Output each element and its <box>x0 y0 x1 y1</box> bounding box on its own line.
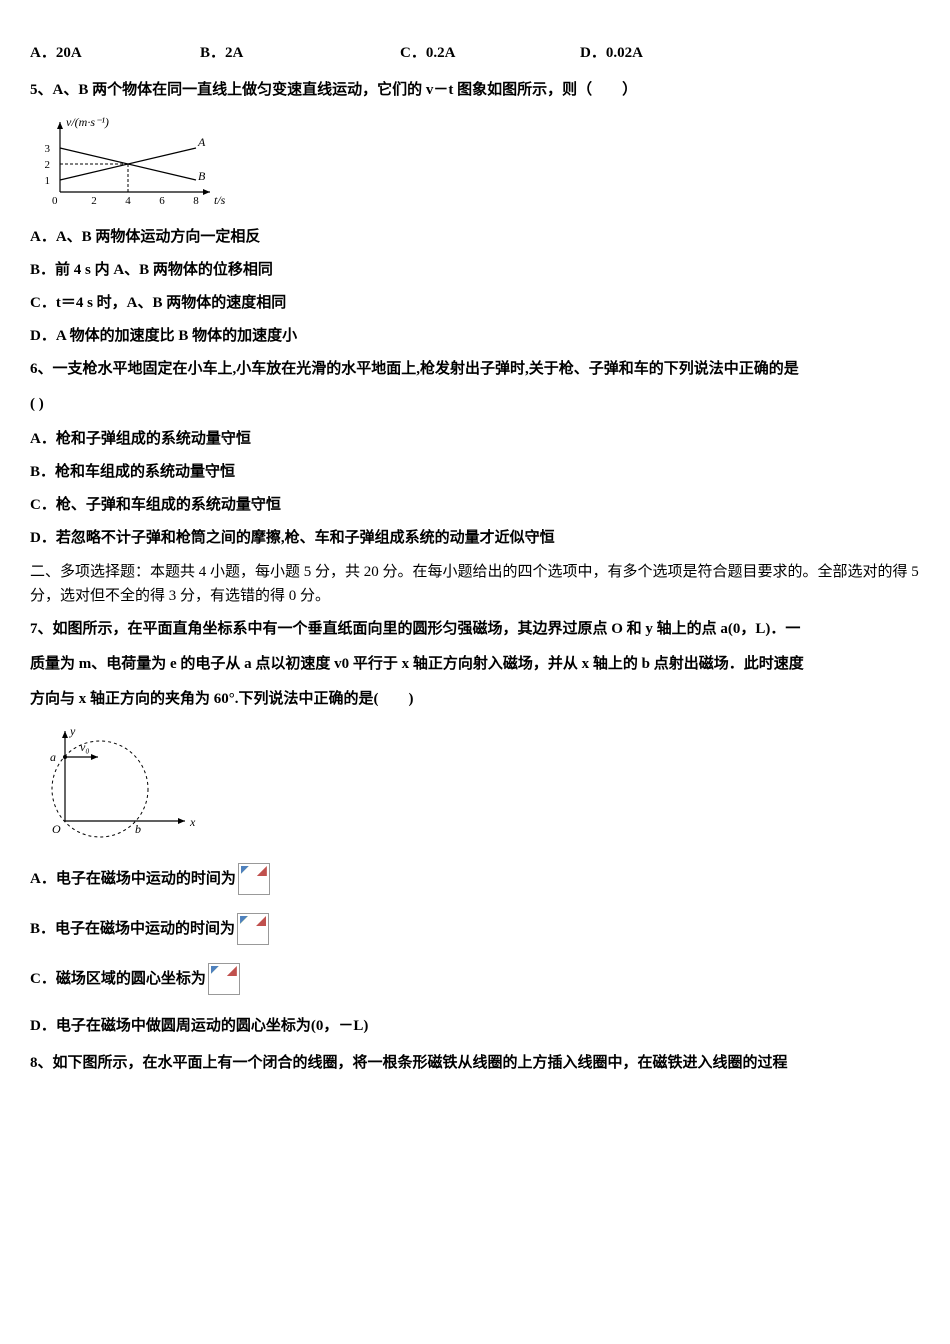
svg-text:t/s: t/s <box>214 193 226 207</box>
svg-text:v/(m·s⁻¹): v/(m·s⁻¹) <box>66 115 109 129</box>
q6-opt-c: C．枪、子弹和车组成的系统动量守恒 <box>30 492 920 519</box>
svg-text:B: B <box>198 169 206 183</box>
q7-opt-d: D．电子在磁场中做圆周运动的圆心坐标为(0，－L) <box>30 1013 920 1040</box>
q4-opt-d: D．0.02A <box>580 40 760 67</box>
q6-opt-d: D．若忽略不计子弹和枪筒之间的摩擦,枪、车和子弹组成系统的动量才近似守恒 <box>30 525 920 552</box>
svg-text:y: y <box>69 724 76 738</box>
svg-text:x: x <box>189 815 196 829</box>
svg-text:a: a <box>50 750 56 764</box>
svg-text:1: 1 <box>45 175 51 187</box>
q5-opt-b: B．前 4 s 内 A、B 两物体的位移相同 <box>30 257 920 284</box>
q7-stem2: 质量为 m、电荷量为 e 的电子从 a 点以初速度 v0 平行于 x 轴正方向射… <box>30 651 920 678</box>
svg-text:6: 6 <box>159 195 165 207</box>
q7-opt-c: C．磁场区域的圆心坐标为 <box>30 963 920 995</box>
q6-opt-a: A．枪和子弹组成的系统动量守恒 <box>30 426 920 453</box>
q6-stem1: 6、一支枪水平地固定在小车上,小车放在光滑的水平地面上,枪发射出子弹时,关于枪、… <box>30 356 920 383</box>
q7-graph: x y a v₀ O b <box>30 721 920 851</box>
q8-stem: 8、如下图所示，在水平面上有一个闭合的线圈，将一根条形磁铁从线圈的上方插入线圈中… <box>30 1050 920 1077</box>
q5-graph: 1 2 3 A B 2 4 6 8 0 v/(m·s⁻¹) t/s <box>30 112 920 212</box>
q5-opt-a: A．A、B 两物体运动方向一定相反 <box>30 224 920 251</box>
svg-text:0: 0 <box>52 195 58 207</box>
svg-text:A: A <box>197 135 206 149</box>
formula-placeholder-icon <box>237 913 269 945</box>
svg-text:2: 2 <box>91 195 97 207</box>
formula-placeholder-icon <box>208 963 240 995</box>
q7-opt-b: B．电子在磁场中运动的时间为 <box>30 913 920 945</box>
q7-opt-a: A．电子在磁场中运动的时间为 <box>30 863 920 895</box>
svg-text:4: 4 <box>125 195 131 207</box>
q4-opt-a: A．20A <box>30 40 200 67</box>
svg-text:3: 3 <box>45 143 51 155</box>
svg-text:v₀: v₀ <box>80 740 90 754</box>
q5-opt-c: C．t＝4 s 时，A、B 两物体的速度相同 <box>30 290 920 317</box>
q7-stem3: 方向与 x 轴正方向的夹角为 60°.下列说法中正确的是( ) <box>30 686 920 713</box>
svg-text:8: 8 <box>193 195 199 207</box>
svg-text:O: O <box>52 822 61 836</box>
svg-text:2: 2 <box>45 159 51 171</box>
q4-opt-b: B．2A <box>200 40 400 67</box>
q4-options: A．20A B．2A C．0.2A D．0.02A <box>30 40 920 67</box>
q5-stem: 5、A、B 两个物体在同一直线上做匀变速直线运动，它们的 v－t 图象如图所示，… <box>30 77 920 104</box>
section2-header: 二、多项选择题：本题共 4 小题，每小题 5 分，共 20 分。在每小题给出的四… <box>30 560 920 608</box>
formula-placeholder-icon <box>238 863 270 895</box>
q5-opt-d: D．A 物体的加速度比 B 物体的加速度小 <box>30 323 920 350</box>
svg-text:b: b <box>135 822 141 836</box>
q6-stem2: ( ) <box>30 391 920 418</box>
q6-opt-b: B．枪和车组成的系统动量守恒 <box>30 459 920 486</box>
q4-opt-c: C．0.2A <box>400 40 580 67</box>
q7-stem1: 7、如图所示，在平面直角坐标系中有一个垂直纸面向里的圆形匀强磁场，其边界过原点 … <box>30 616 920 643</box>
